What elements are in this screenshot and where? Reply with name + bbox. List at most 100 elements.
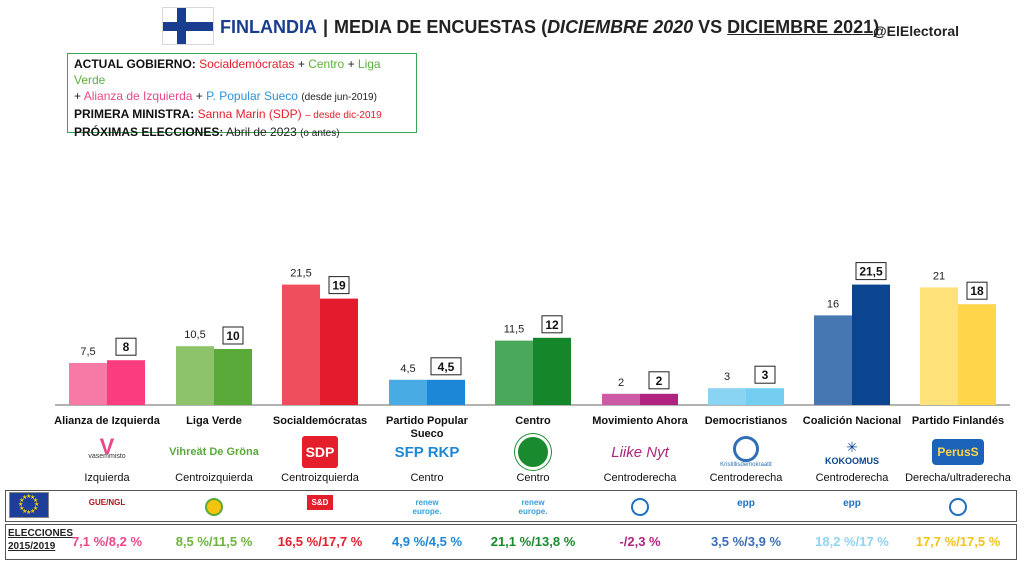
title-text: MEDIA DE ENCUESTAS ( <box>334 17 548 37</box>
title-date-new: DICIEMBRE 2021 <box>727 17 874 37</box>
author-handle: @ElElectoral <box>873 23 960 39</box>
finland-flag <box>162 7 214 45</box>
data-label-dec-2021: 8 <box>123 340 130 354</box>
elections-label-2: 2015/2019 <box>8 541 56 552</box>
election-result: 16,5 %/17,7 % <box>277 534 363 549</box>
bar-dec-2021 <box>320 298 358 405</box>
bar-dec-2020 <box>69 363 107 405</box>
party-name-label: Movimiento Ahora <box>592 415 688 427</box>
data-label-box-dec-2021 <box>541 315 563 334</box>
data-label-dec-2020: 11,5 <box>504 324 525 336</box>
data-label-box-dec-2021 <box>115 337 137 356</box>
data-label-dec-2020: 7,5 <box>80 346 95 358</box>
data-label-dec-2021: 19 <box>332 279 346 293</box>
bar-dec-2021 <box>427 379 465 405</box>
data-label-dec-2021: 4,5 <box>438 360 455 374</box>
bar-dec-2020 <box>920 287 958 405</box>
data-label-box-dec-2021 <box>855 262 887 281</box>
plus-sign: + <box>192 89 207 103</box>
title-vs: VS <box>693 17 728 37</box>
data-label-dec-2020: 4,5 <box>400 363 415 375</box>
next-label: PRÓXIMAS ELECCIONES: <box>74 125 224 139</box>
elections-label: ELECCIONES 2015/2019 <box>8 527 73 553</box>
government-line-2: + Alianza de Izquierda + P. Popular Suec… <box>74 88 410 106</box>
data-label-dec-2021: 3 <box>762 368 769 382</box>
eu-group-logo: renew europe. <box>412 498 442 516</box>
party-ideology: Centroderecha <box>709 472 783 484</box>
gov-party-sueco: P. Popular Sueco <box>206 89 298 103</box>
party-logo: Liike Nyt <box>611 443 669 461</box>
title-close: ) <box>873 17 880 37</box>
eu-group-logo <box>933 498 983 518</box>
info-box: ACTUAL GOBIERNO: Socialdemócratas + Cent… <box>67 53 417 139</box>
data-label-box-dec-2021 <box>648 371 670 390</box>
plus-sign: + <box>294 57 309 71</box>
party-name-label: Democristianos <box>704 415 788 427</box>
party-logo: Kristillisdemokraatit <box>716 433 776 471</box>
data-label-box-dec-2021 <box>222 326 244 345</box>
data-label-dec-2021: 21,5 <box>859 265 883 279</box>
bar-dec-2020 <box>389 379 427 405</box>
data-label-dec-2020: 10,5 <box>184 329 205 341</box>
party-name-label: Socialdemócratas <box>272 415 368 427</box>
gov-party-sdp: Socialdemócratas <box>199 57 295 71</box>
gov-party-alianza: Alianza de Izquierda <box>83 89 193 103</box>
party-name-label: Alianza de Izquierda <box>54 415 160 427</box>
data-label-dec-2021: 12 <box>545 318 559 332</box>
bar-dec-2020 <box>602 393 640 405</box>
title-country: FINLANDIA <box>220 17 317 37</box>
gov-label: ACTUAL GOBIERNO: <box>74 57 196 71</box>
data-label-dec-2020: 16 <box>827 298 839 310</box>
data-label-box-dec-2021 <box>430 357 462 376</box>
next-note: (o antes) <box>300 128 340 139</box>
party-name-label: Centro <box>515 415 551 427</box>
party-logo: PerusS <box>928 433 988 471</box>
party-logo <box>503 433 563 471</box>
data-label-dec-2021: 10 <box>226 329 240 343</box>
plus-sign: + <box>74 89 84 103</box>
elections-band <box>5 524 1017 560</box>
next-election-line: PRÓXIMAS ELECCIONES: Abril de 2023 (o an… <box>74 124 410 142</box>
eu-group-band <box>5 490 1017 522</box>
elections-label-1: ELECCIONES <box>8 528 74 539</box>
data-label-dec-2020: 3 <box>724 371 730 383</box>
election-result: 18,2 %/17 % <box>815 534 889 549</box>
data-label-box-dec-2021 <box>966 281 988 300</box>
party-ideology: Centro <box>516 472 550 484</box>
data-label-dec-2021: 2 <box>656 374 663 388</box>
eu-group-logo: epp <box>843 498 861 509</box>
election-result: 21,1 %/13,8 % <box>490 534 576 549</box>
party-logo: Vihreät De Gröna <box>169 446 259 458</box>
party-logo: ✳ KOKOOMUS <box>825 438 879 466</box>
party-name-label: Partido Finlandés <box>911 415 1005 427</box>
pm-line: PRIMERA MINISTRA: Sanna Marin (SDP) – de… <box>74 106 410 124</box>
bar-dec-2020 <box>282 284 320 405</box>
bar-dec-2021 <box>640 393 678 405</box>
data-label-dec-2021: 18 <box>970 284 984 298</box>
party-logo: SDP <box>290 433 350 471</box>
party-name-label: Partido Popular Sueco <box>386 415 468 440</box>
bar-dec-2020 <box>176 346 214 405</box>
title-separator: | <box>323 17 329 37</box>
gov-party-centro: Centro <box>308 57 345 71</box>
government-line: ACTUAL GOBIERNO: Socialdemócratas + Cent… <box>74 56 410 88</box>
plus-sign: + <box>344 57 358 71</box>
data-label-box-dec-2021 <box>754 365 776 384</box>
gov-party-liga-verde: Liga Verde <box>74 57 381 87</box>
party-ideology: Centro <box>410 472 444 484</box>
bar-dec-2021 <box>746 388 784 405</box>
election-result: 7,1 %/8,2 % <box>71 534 143 549</box>
election-result: 8,5 %/11,5 % <box>175 534 253 549</box>
gov-since: (desde jun-2019) <box>301 92 377 103</box>
party-ideology: Centroizquierda <box>281 472 359 484</box>
bar-dec-2020 <box>708 388 746 405</box>
pm-since: – desde dic-2019 <box>304 110 382 121</box>
data-label-dec-2020: 21 <box>933 270 945 282</box>
election-result: 17,7 %/17,5 % <box>915 534 1001 549</box>
bar-dec-2020 <box>814 315 852 405</box>
bar-chart: 7,5 8 10,5 10 21,5 19 4,5 4,5 11,5 12 2 2 3 3 16 21,5 21… <box>55 262 1010 406</box>
next-value: Abril de 2023 <box>226 125 297 139</box>
party-name-label: Liga Verde <box>186 415 242 427</box>
party-ideology: Centroizquierda <box>175 472 253 484</box>
